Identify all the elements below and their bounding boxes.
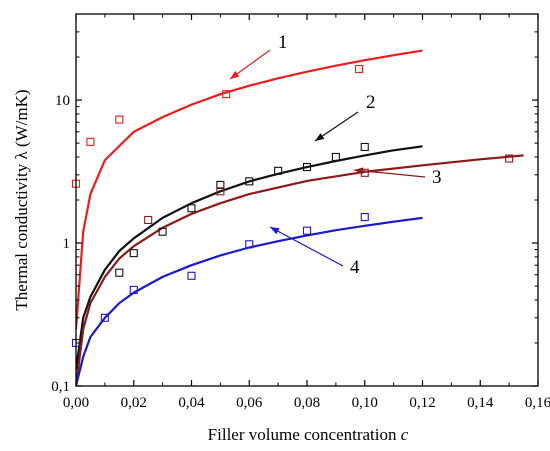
arrow-head-2 bbox=[315, 133, 325, 141]
data-point-2 bbox=[216, 180, 225, 189]
curve-label-4: 4 bbox=[350, 257, 360, 278]
x-tick-label: 0,14 bbox=[467, 395, 494, 411]
data-point-4 bbox=[187, 271, 196, 280]
data-point-4 bbox=[100, 313, 109, 322]
data-point-2 bbox=[187, 204, 196, 213]
x-tick-label: 0,10 bbox=[352, 395, 378, 411]
data-point-2 bbox=[331, 152, 340, 162]
arrow-line-4 bbox=[269, 226, 344, 267]
arrow-head-3 bbox=[354, 167, 364, 175]
data-point-1 bbox=[115, 115, 124, 124]
arrow-head-1 bbox=[230, 70, 240, 79]
curve-label-2: 2 bbox=[366, 92, 376, 113]
data-point-1 bbox=[354, 64, 364, 74]
fit-curve-1 bbox=[76, 49, 423, 330]
data-point-3 bbox=[505, 154, 514, 163]
data-point-4 bbox=[129, 285, 138, 294]
data-point-2 bbox=[245, 177, 254, 186]
curve-label-1: 1 bbox=[278, 32, 288, 53]
fit-curves bbox=[76, 49, 524, 386]
data-point-1 bbox=[222, 90, 231, 99]
x-tick-label: 0,16 bbox=[525, 395, 550, 411]
tick-labels: 0,00 0,02 0,04 0,06 0,08 0,10 0,12 0,14 0,16 0,1 1… bbox=[51, 93, 550, 411]
y-tick-label: 10 bbox=[55, 93, 70, 109]
x-tick-label: 0,04 bbox=[178, 395, 205, 411]
data-point-3 bbox=[144, 215, 153, 225]
x-tick-label: 0,12 bbox=[409, 395, 435, 411]
y-tick-label: 0,1 bbox=[51, 379, 70, 395]
data-point-2 bbox=[302, 163, 312, 172]
curve-label-3: 3 bbox=[432, 167, 442, 188]
fit-curve-4 bbox=[76, 216, 423, 386]
data-point-4 bbox=[302, 226, 312, 235]
data-point-3 bbox=[216, 187, 225, 196]
fit-curve-3 bbox=[76, 154, 524, 386]
x-axis-label: Filler volume concentration c bbox=[208, 425, 409, 444]
data-point-2 bbox=[158, 227, 167, 236]
x-tick-label: 0,08 bbox=[294, 395, 320, 411]
plot-frame bbox=[75, 13, 539, 387]
curve-annotations: 1 2 3 4 bbox=[229, 32, 442, 278]
data-point-2 bbox=[274, 166, 283, 175]
data-point-2 bbox=[360, 142, 369, 152]
data-points bbox=[71, 64, 514, 348]
x-tick-label: 0,06 bbox=[236, 395, 263, 411]
x-axis-label-text: Filler volume concentration bbox=[208, 425, 401, 444]
fit-curve-2 bbox=[76, 145, 423, 370]
data-point-4 bbox=[360, 212, 369, 222]
data-point-2 bbox=[129, 249, 138, 258]
x-tick-label: 0,02 bbox=[121, 395, 147, 411]
y-tick-label: 1 bbox=[63, 236, 71, 252]
arrow-head-4 bbox=[270, 227, 280, 235]
data-point-2 bbox=[115, 268, 124, 277]
data-point-1 bbox=[86, 137, 95, 146]
data-point-4 bbox=[245, 240, 254, 249]
y-axis-label: Thermal conductivity λ (W/mK) bbox=[12, 89, 31, 310]
x-axis-label-variable: c bbox=[401, 425, 409, 444]
axis-ticks bbox=[75, 13, 539, 387]
arrow-line-3 bbox=[353, 169, 426, 178]
x-tick-label: 0,00 bbox=[63, 395, 89, 411]
